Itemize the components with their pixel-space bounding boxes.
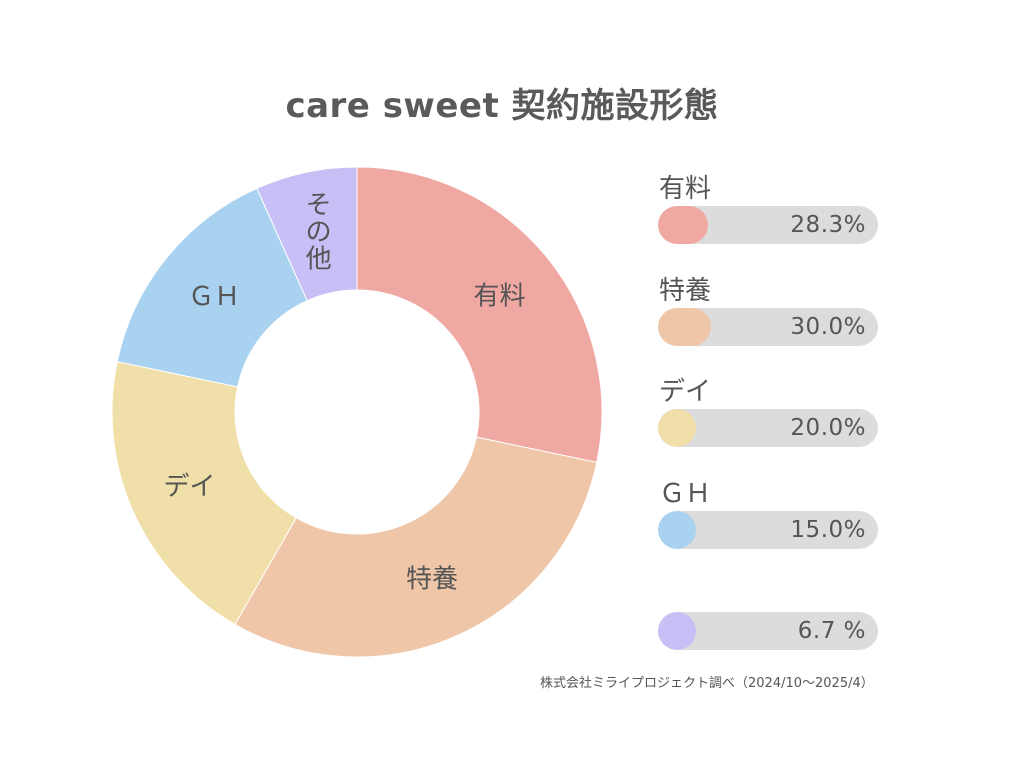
legend-bar-track: 30.0% — [658, 308, 878, 346]
donut-slice-4 — [116, 187, 308, 388]
source-note: 株式会社ミライプロジェクト調べ（2024/10〜2025/4） — [540, 676, 874, 691]
legend-item: デイ 20.0% — [658, 375, 878, 447]
legend-bar-track: 6.7 % — [658, 612, 878, 650]
donut-slice-1 — [356, 166, 603, 464]
legend-label — [659, 578, 878, 612]
legend-value: 15.0% — [790, 517, 866, 543]
slice-label-1: 有料 — [473, 281, 525, 311]
legend-bar-fill — [658, 612, 696, 650]
slice-label-char: 他 — [306, 245, 332, 275]
legend-bar-fill — [658, 409, 696, 447]
slice-label-5: その他 — [306, 191, 332, 275]
slice-label-2: 特養 — [406, 564, 458, 594]
legend-item: 6.7 % — [658, 578, 878, 650]
legend-bar-track: 15.0% — [658, 511, 878, 549]
legend-bar-fill — [658, 511, 696, 549]
chart-title: care sweet 契約施設形態 — [285, 86, 719, 126]
donut-slice-2 — [234, 436, 598, 658]
legend-bar-track: 20.0% — [658, 409, 878, 447]
legend-value: 30.0% — [790, 314, 866, 340]
legend-item: 有料 28.3% — [658, 172, 878, 244]
legend-value: 6.7 % — [797, 618, 866, 644]
legend-bar-fill — [658, 206, 708, 244]
legend-label: ＧＨ — [659, 479, 712, 509]
slice-label-4: ＧＨ — [188, 282, 240, 312]
legend-value: 20.0% — [790, 415, 866, 441]
donut-slice-3 — [111, 360, 297, 626]
legend-bar-track: 28.3% — [658, 206, 878, 244]
slice-label-char: の — [306, 218, 332, 248]
donut-slice-5 — [256, 166, 358, 302]
legend-value: 28.3% — [790, 212, 866, 238]
legend-item: 特養 30.0% — [658, 274, 878, 346]
legend-bar-fill — [658, 308, 711, 346]
slice-label-3: デイ — [164, 472, 216, 502]
legend-label: デイ — [659, 377, 712, 407]
legend-label: 有料 — [659, 174, 712, 204]
slice-label-char: そ — [306, 191, 332, 221]
legend-label: 特養 — [659, 276, 712, 306]
legend-item: ＧＨ 15.0% — [658, 477, 878, 549]
